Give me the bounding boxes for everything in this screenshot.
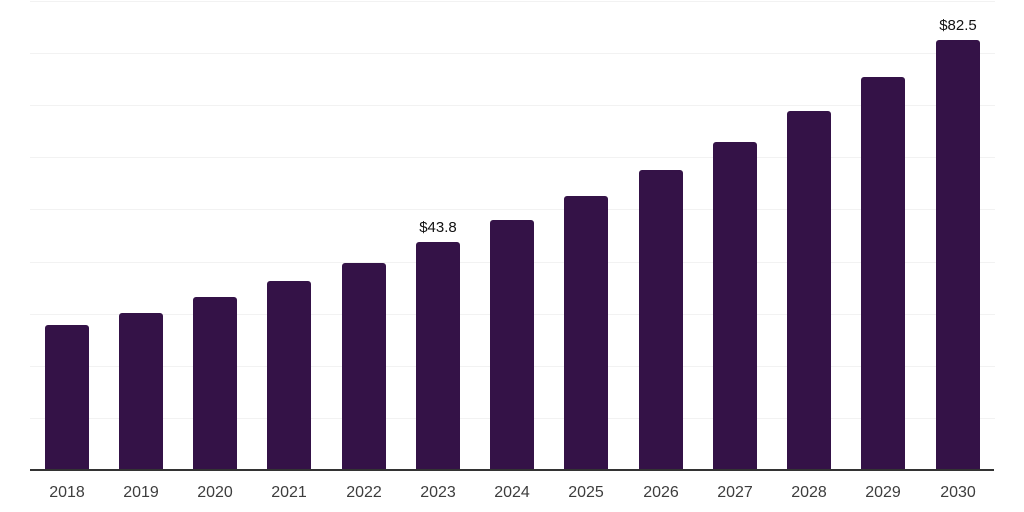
bar-2019	[119, 313, 163, 470]
x-tick-label-2030: 2030	[940, 484, 976, 501]
bar-2025	[564, 196, 608, 470]
data-label-2030: $82.5	[939, 17, 977, 34]
x-tick-label-2022: 2022	[346, 484, 382, 501]
bar-2030	[936, 40, 980, 470]
bar-2029	[861, 77, 905, 470]
bar-2020	[193, 297, 237, 470]
x-tick-label-2020: 2020	[197, 484, 233, 501]
x-tick-label-2018: 2018	[49, 484, 85, 501]
x-tick-label-2024: 2024	[494, 484, 530, 501]
gridline	[30, 209, 995, 210]
bar-2023	[416, 242, 460, 470]
gridline	[30, 1, 995, 2]
bar-2028	[787, 111, 831, 470]
bar-2026	[639, 170, 683, 470]
bar-2018	[45, 325, 89, 470]
gridline	[30, 53, 995, 54]
gridline	[30, 105, 995, 106]
x-tick-label-2026: 2026	[643, 484, 679, 501]
x-tick-label-2023: 2023	[420, 484, 456, 501]
bar-2022	[342, 263, 386, 470]
x-tick-label-2027: 2027	[717, 484, 753, 501]
data-label-2023: $43.8	[419, 219, 457, 236]
x-axis-line	[30, 469, 994, 471]
x-tick-label-2028: 2028	[791, 484, 827, 501]
x-tick-label-2021: 2021	[271, 484, 307, 501]
x-tick-label-2019: 2019	[123, 484, 159, 501]
gridline	[30, 157, 995, 158]
bar-2021	[267, 281, 311, 470]
x-tick-label-2025: 2025	[568, 484, 604, 501]
bar-2027	[713, 142, 757, 470]
bar-2024	[490, 220, 534, 470]
x-tick-label-2029: 2029	[865, 484, 901, 501]
